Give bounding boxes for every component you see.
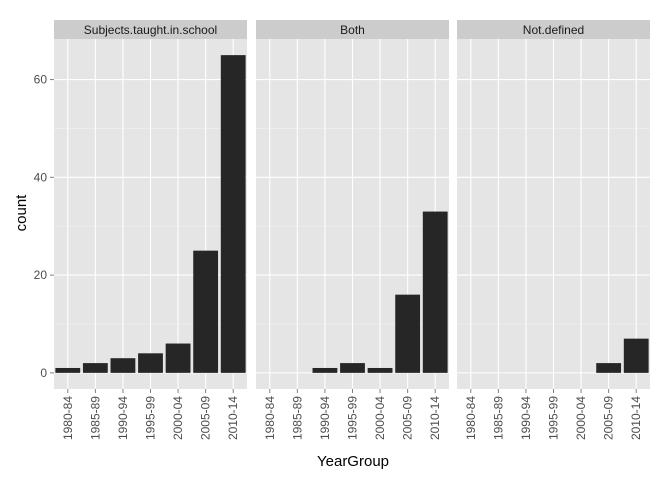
x-tick-label: 1985-89 xyxy=(88,396,102,440)
facet-panel-1: Subjects.taught.in.school 1980-84 1985-89 1… xyxy=(54,20,247,440)
y-axis: 0 20 40 60 xyxy=(34,73,54,380)
x-tick-label: 1985-89 xyxy=(290,396,304,440)
bar-1995-99 xyxy=(340,363,365,373)
x-tick-label: 2000-04 xyxy=(171,396,185,440)
bar-1990-94 xyxy=(312,367,338,373)
x-tick-label: 1990-94 xyxy=(116,396,130,440)
x-tick-label: 1980-84 xyxy=(263,396,277,440)
x-tick-label: 2000-04 xyxy=(574,396,588,440)
facet-panel-2: Both 1980-84 1985-89 1990-94 1995-99 2000-04 2… xyxy=(256,20,449,440)
x-tick-label: 1980-84 xyxy=(61,396,75,440)
bar-2010-14 xyxy=(623,338,649,373)
facet-strip xyxy=(256,20,449,39)
bar-2000-04 xyxy=(367,367,393,373)
x-tick-label: 1985-89 xyxy=(491,396,505,440)
bar-1985-89 xyxy=(82,363,108,373)
y-axis-title: count xyxy=(13,194,30,232)
x-tick-label: 1990-94 xyxy=(519,396,533,440)
bar-1995-99 xyxy=(138,353,163,373)
x-tick-label: 1980-84 xyxy=(464,396,478,440)
bar-2010-14 xyxy=(422,211,448,373)
x-tick-label: 1990-94 xyxy=(318,396,332,440)
x-tick-label: 1995-99 xyxy=(144,396,158,440)
x-tick-label: 2010-14 xyxy=(428,396,442,440)
x-tick-label: 2010-14 xyxy=(629,396,643,440)
bar-1980-84 xyxy=(55,367,81,373)
facet-panel-3: Not.defined 1980-84 1985-89 1990-94 1995-99 2… xyxy=(457,20,650,440)
bar-2005-09 xyxy=(596,363,622,373)
facet-strip-label: Not.defined xyxy=(523,23,584,37)
y-tick-label: 40 xyxy=(34,170,48,184)
bar-1990-94 xyxy=(110,358,136,373)
y-tick-label: 60 xyxy=(34,73,48,87)
bar-2000-04 xyxy=(165,343,191,373)
facet-strip xyxy=(54,20,247,39)
panels-layer: Subjects.taught.in.school 1980-84 1985-89 1… xyxy=(54,20,650,440)
x-tick-label: 2005-09 xyxy=(401,396,415,440)
x-tick-label: 1995-99 xyxy=(346,396,360,440)
bar-2005-09 xyxy=(193,250,219,373)
x-tick-label: 2005-09 xyxy=(602,396,616,440)
y-tick-label: 20 xyxy=(34,268,48,282)
y-tick-label: 0 xyxy=(40,366,47,380)
x-tick-label: 2000-04 xyxy=(373,396,387,440)
x-tick-label: 2005-09 xyxy=(199,396,213,440)
x-axis-title: YearGroup xyxy=(317,453,389,470)
bar-2005-09 xyxy=(395,294,421,373)
facet-strip xyxy=(457,20,650,39)
x-tick-label: 1995-99 xyxy=(547,396,561,440)
facet-strip-label: Both xyxy=(340,23,365,37)
x-tick-label: 2010-14 xyxy=(226,396,240,440)
facet-strip-label: Subjects.taught.in.school xyxy=(84,23,217,37)
bar-2010-14 xyxy=(220,55,246,373)
